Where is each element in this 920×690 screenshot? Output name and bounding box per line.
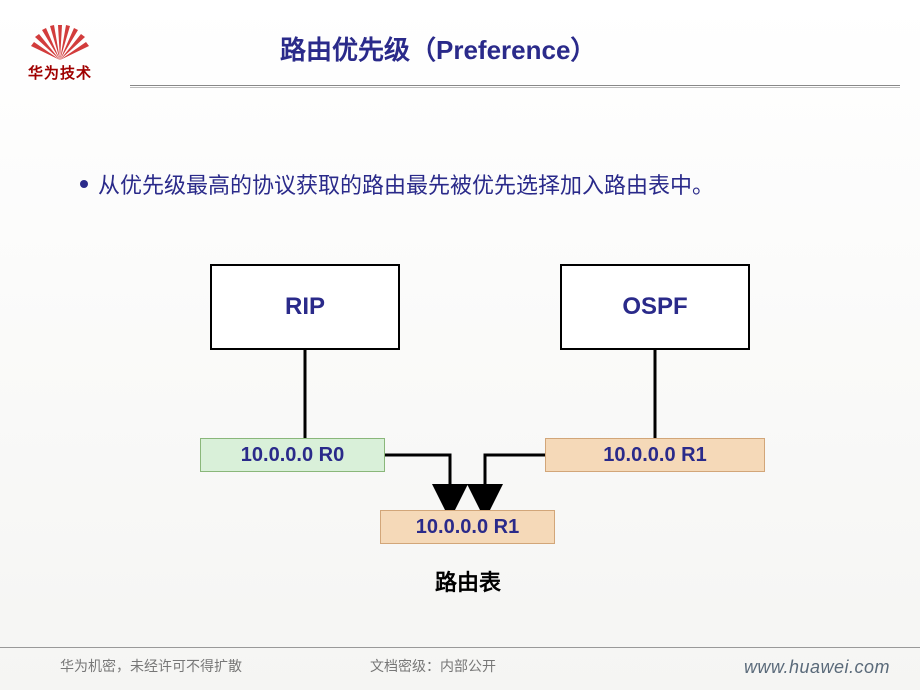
footer-left: 华为机密，未经许可不得扩散 [60,656,242,676]
rip-route-chip: 10.0.0.0 R0 [200,438,385,472]
bullet-text: 从优先级最高的协议获取的路由最先被优先选择加入路由表中。 [98,168,714,200]
logo: 华为技术 [20,20,100,83]
ospf-route-label: 10.0.0.0 R1 [603,444,706,467]
footer-mid: 文档密级：内部公开 [370,656,496,676]
ospf-route-chip: 10.0.0.0 R1 [545,438,765,472]
result-route-label: 10.0.0.0 R1 [416,516,519,539]
slide: 华为技术 路由优先级（Preference） 从优先级最高的协议获取的路由最先被… [0,0,920,690]
bullet-row: 从优先级最高的协议获取的路由最先被优先选择加入路由表中。 [80,168,714,200]
ospf-label: OSPF [622,293,687,321]
ospf-box: OSPF [560,264,750,350]
rip-label: RIP [285,293,325,321]
bullet-dot-icon [80,180,88,188]
title-underline-shadow [130,87,900,88]
title-underline [130,85,900,86]
footer-rule [0,647,920,648]
result-route-chip: 10.0.0.0 R1 [380,510,555,544]
footer-right: www.huawei.com [744,657,890,678]
rip-box: RIP [210,264,400,350]
slide-title: 路由优先级（Preference） [280,30,596,67]
rip-route-label: 10.0.0.0 R0 [241,444,344,467]
routing-table-label: 路由表 [435,565,501,597]
logo-brand-text: 华为技术 [20,62,100,83]
logo-sunburst-icon [30,20,90,60]
